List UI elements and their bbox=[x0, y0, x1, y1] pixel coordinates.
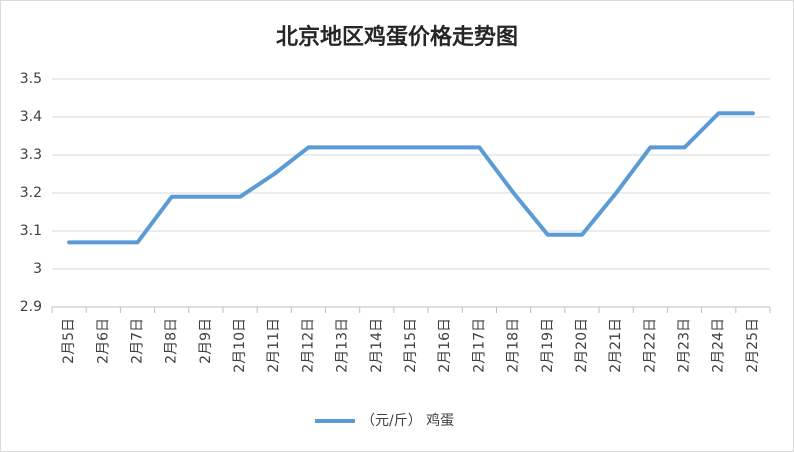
x-tick-label: 2月13日 bbox=[335, 318, 351, 373]
x-tick-label: 2月12日 bbox=[300, 318, 316, 373]
x-tick-label: 2月18日 bbox=[506, 318, 522, 373]
y-tick-label: 3.5 bbox=[20, 71, 42, 87]
x-tick-label: 2月5日 bbox=[61, 318, 77, 364]
x-tick-label: 2月10日 bbox=[232, 318, 248, 373]
x-tick-label: 2月16日 bbox=[437, 318, 453, 373]
y-tick-label: 3.4 bbox=[20, 109, 42, 125]
legend-label: （元/斤） 鸡蛋 bbox=[361, 412, 454, 429]
x-tick-label: 2月7日 bbox=[129, 318, 145, 364]
chart-title: 北京地区鸡蛋价格走势图 bbox=[276, 24, 518, 50]
x-tick-label: 2月25日 bbox=[745, 318, 761, 373]
line-series bbox=[67, 111, 755, 245]
x-tick-label: 2月22日 bbox=[642, 318, 658, 373]
x-tick-label: 2月17日 bbox=[471, 318, 487, 373]
y-tick-label: 2.9 bbox=[20, 299, 42, 315]
x-tick-label: 2月21日 bbox=[608, 318, 624, 373]
x-tick-label: 2月8日 bbox=[164, 318, 180, 364]
y-tick-label: 3.3 bbox=[20, 147, 42, 163]
y-tick-label: 3 bbox=[33, 261, 42, 277]
x-tick-label: 2月24日 bbox=[711, 318, 727, 373]
y-tick-label: 3.1 bbox=[20, 223, 42, 239]
y-tick-label: 3.2 bbox=[20, 185, 42, 201]
x-tick-label: 2月6日 bbox=[95, 318, 111, 364]
x-tick-label: 2月15日 bbox=[403, 318, 419, 373]
x-tick-label: 2月20日 bbox=[574, 318, 590, 373]
x-tick-label: 2月23日 bbox=[677, 318, 693, 373]
x-tick-label: 2月14日 bbox=[369, 318, 385, 373]
x-tick-label: 2月11日 bbox=[266, 318, 282, 373]
x-tick-label: 2月19日 bbox=[540, 318, 556, 373]
x-tick-label: 2月9日 bbox=[198, 318, 214, 364]
